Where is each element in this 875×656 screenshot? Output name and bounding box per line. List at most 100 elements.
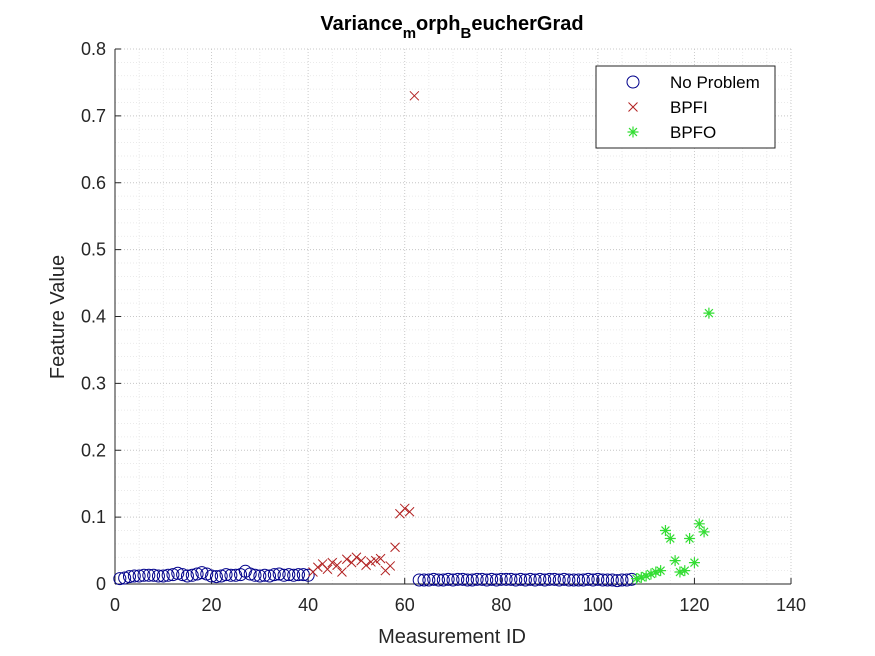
series-no-problem — [113, 564, 639, 588]
y-tick-label: 0.6 — [81, 173, 106, 193]
title-main: Variance — [320, 13, 402, 35]
data-point — [552, 573, 566, 587]
data-point — [127, 569, 141, 583]
x-tick-label: 140 — [776, 595, 806, 615]
data-point — [412, 573, 426, 587]
data-point — [562, 573, 576, 587]
data-point — [253, 569, 267, 583]
data-point — [485, 572, 499, 586]
data-point — [480, 573, 494, 587]
data-point — [385, 561, 396, 571]
data-point — [688, 557, 700, 569]
series-bpfi — [308, 90, 420, 577]
data-point — [282, 568, 296, 582]
data-point — [277, 568, 291, 582]
data-point — [291, 568, 305, 582]
data-point — [180, 569, 194, 583]
data-point — [523, 572, 537, 586]
data-point — [432, 573, 446, 587]
data-point — [499, 572, 513, 586]
data-point — [572, 573, 586, 587]
y-tick-label: 0.7 — [81, 106, 106, 126]
data-point — [664, 533, 676, 545]
y-tick-label: 0.3 — [81, 373, 106, 393]
data-point — [669, 555, 681, 567]
axes: 0 20 40 60 80 100 120 140 0 0.1 0.2 0.3 0.4 0.5 0.6 0.7… — [81, 39, 806, 615]
title-sub-2: B — [460, 25, 471, 42]
data-point — [703, 307, 715, 319]
title-mid: orph — [416, 13, 460, 35]
data-point — [248, 568, 262, 582]
data-point — [630, 573, 642, 585]
data-point — [640, 570, 652, 582]
data-point — [190, 567, 204, 581]
data-point — [243, 567, 257, 581]
data-point — [596, 573, 610, 587]
data-point — [567, 573, 581, 587]
data-point — [209, 570, 223, 584]
data-point — [547, 572, 561, 586]
x-tick-label: 40 — [298, 595, 318, 615]
data-point — [465, 573, 479, 587]
chart-title: VariancemorphBeucherGrad — [320, 13, 583, 42]
y-tick-label: 0.8 — [81, 39, 106, 59]
title-sub-1: m — [403, 25, 416, 42]
data-point — [185, 568, 199, 582]
data-point — [122, 570, 136, 584]
data-point — [581, 572, 595, 586]
data-point — [684, 533, 696, 545]
x-axis-label: Measurement ID — [378, 626, 526, 648]
data-point — [205, 569, 219, 583]
data-point — [518, 573, 532, 587]
data-point — [528, 573, 542, 587]
data-point — [399, 503, 410, 514]
data-point — [504, 572, 518, 586]
data-point — [446, 573, 460, 587]
data-point — [586, 573, 600, 587]
data-point — [176, 568, 190, 582]
y-tick-label: 0 — [96, 574, 106, 594]
data-point — [332, 560, 342, 571]
data-point — [610, 574, 624, 588]
data-point — [409, 90, 420, 101]
data-point — [287, 568, 301, 582]
data-point — [557, 572, 571, 586]
data-point — [514, 572, 528, 586]
data-point — [219, 568, 233, 582]
data-point — [229, 568, 243, 582]
data-point — [214, 569, 228, 583]
data-point — [591, 572, 605, 586]
data-point — [312, 562, 323, 573]
data-point — [489, 573, 503, 587]
data-point — [296, 568, 310, 582]
legend-marker — [627, 126, 639, 138]
data-point — [543, 572, 557, 586]
data-point — [436, 573, 450, 587]
data-point — [327, 557, 338, 568]
data-point — [151, 569, 165, 583]
data-point — [195, 566, 209, 580]
grid — [114, 48, 792, 585]
data-point — [441, 572, 455, 586]
data-point — [166, 568, 180, 582]
data-point — [427, 572, 441, 586]
data-point — [390, 542, 400, 553]
data-point — [509, 573, 523, 587]
data-point — [494, 572, 508, 586]
data-point — [538, 573, 552, 587]
data-point — [156, 569, 170, 583]
data-point — [113, 572, 127, 586]
data-point — [456, 572, 470, 586]
data-point — [533, 572, 547, 586]
data-point — [615, 573, 629, 587]
data-point — [224, 568, 238, 582]
data-point — [693, 518, 705, 530]
data-point — [142, 568, 156, 582]
data-point — [605, 573, 619, 587]
data-point — [272, 567, 286, 581]
data-point — [267, 568, 281, 582]
x-tick-label: 80 — [491, 595, 511, 615]
legend-label: No Problem — [670, 73, 760, 92]
data-point — [351, 552, 362, 563]
